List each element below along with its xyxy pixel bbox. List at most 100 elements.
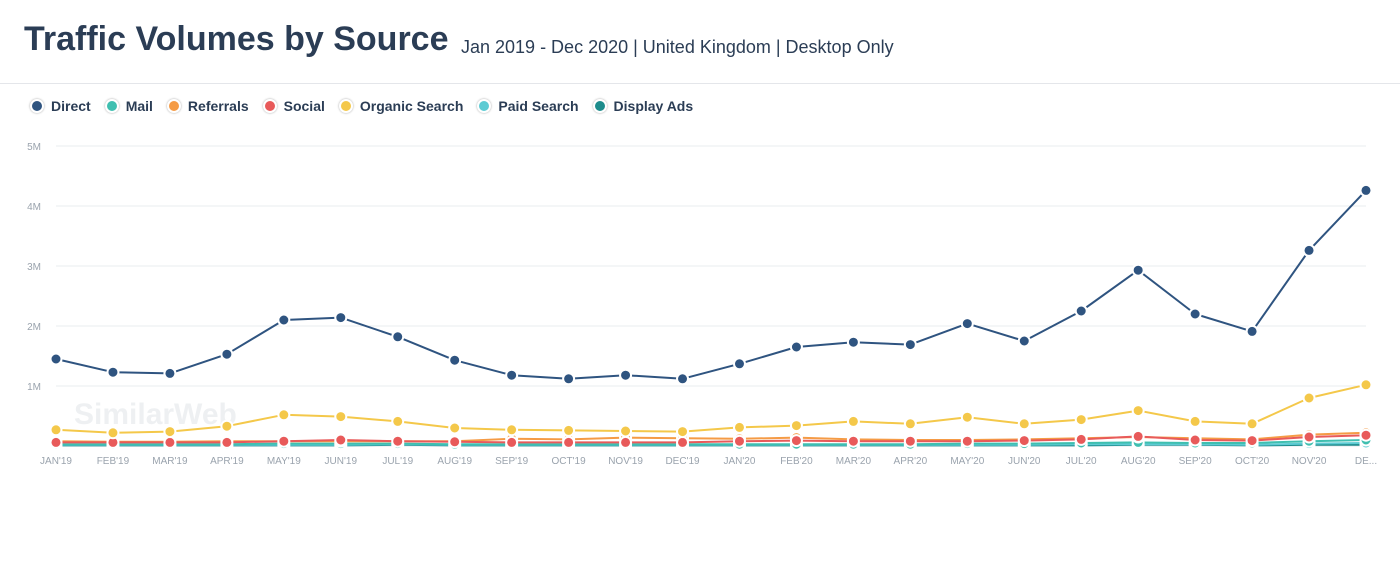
x-tick-label: SEP'19 xyxy=(495,456,528,467)
data-point[interactable] xyxy=(1245,324,1259,338)
legend-item-display-ads[interactable]: Display Ads xyxy=(592,98,693,114)
data-point[interactable] xyxy=(789,419,803,433)
data-point[interactable] xyxy=(1017,434,1031,448)
x-tick-label: NOV'19 xyxy=(608,456,643,467)
data-point[interactable] xyxy=(163,425,177,439)
data-point[interactable] xyxy=(619,424,633,438)
data-point[interactable] xyxy=(960,434,974,448)
data-point[interactable] xyxy=(846,414,860,428)
data-point[interactable] xyxy=(732,434,746,448)
data-point[interactable] xyxy=(903,434,917,448)
legend-label: Paid Search xyxy=(498,98,579,114)
x-tick-label: JUL'20 xyxy=(1066,456,1097,467)
data-point[interactable] xyxy=(562,372,576,386)
x-tick-label: OCT'19 xyxy=(552,456,587,467)
data-point[interactable] xyxy=(1074,413,1088,427)
data-point[interactable] xyxy=(1131,263,1145,277)
data-point[interactable] xyxy=(1245,417,1259,431)
data-point[interactable] xyxy=(1359,378,1373,392)
legend-item-social[interactable]: Social xyxy=(262,98,325,114)
x-tick-label: JAN'19 xyxy=(40,456,72,467)
data-point[interactable] xyxy=(49,352,63,366)
legend-item-mail[interactable]: Mail xyxy=(104,98,153,114)
data-point[interactable] xyxy=(1359,183,1373,197)
page-title: Traffic Volumes by Source xyxy=(24,20,449,58)
data-point[interactable] xyxy=(277,408,291,422)
data-point[interactable] xyxy=(619,435,633,449)
data-point[interactable] xyxy=(1188,414,1202,428)
legend-dot-icon xyxy=(30,99,44,113)
data-point[interactable] xyxy=(49,435,63,449)
legend-item-paid-search[interactable]: Paid Search xyxy=(477,98,579,114)
legend-item-referrals[interactable]: Referrals xyxy=(166,98,249,114)
data-point[interactable] xyxy=(903,338,917,352)
data-point[interactable] xyxy=(1302,430,1316,444)
x-tick-label: NOV'20 xyxy=(1292,456,1327,467)
series-line xyxy=(55,383,1367,434)
legend-item-organic-search[interactable]: Organic Search xyxy=(338,98,463,114)
data-point[interactable] xyxy=(789,340,803,354)
data-point[interactable] xyxy=(106,426,120,440)
series-line xyxy=(55,431,1367,443)
data-point[interactable] xyxy=(1302,243,1316,257)
legend-label: Social xyxy=(283,98,325,114)
data-point[interactable] xyxy=(391,330,405,344)
data-point[interactable] xyxy=(1245,434,1259,448)
data-point[interactable] xyxy=(220,347,234,361)
data-point[interactable] xyxy=(1188,433,1202,447)
data-point[interactable] xyxy=(676,372,690,386)
data-point[interactable] xyxy=(277,434,291,448)
data-point[interactable] xyxy=(846,434,860,448)
data-point[interactable] xyxy=(334,410,348,424)
data-point[interactable] xyxy=(1131,404,1145,418)
data-point[interactable] xyxy=(163,366,177,380)
data-point[interactable] xyxy=(732,420,746,434)
data-point[interactable] xyxy=(277,313,291,327)
header: Traffic Volumes by Source Jan 2019 - Dec… xyxy=(0,0,1400,84)
x-tick-label: FEB'20 xyxy=(780,456,813,467)
data-point[interactable] xyxy=(163,435,177,449)
data-point[interactable] xyxy=(789,434,803,448)
legend-dot-icon xyxy=(338,99,353,113)
data-point[interactable] xyxy=(676,425,690,439)
data-point[interactable] xyxy=(49,423,63,437)
y-tick-label: 1M xyxy=(27,382,41,393)
data-point[interactable] xyxy=(562,435,576,449)
data-point[interactable] xyxy=(1131,429,1145,443)
data-point[interactable] xyxy=(505,423,519,437)
data-point[interactable] xyxy=(1017,334,1031,348)
data-point[interactable] xyxy=(732,357,746,371)
watermark-text: SimilarWeb xyxy=(74,398,237,431)
x-tick-label: MAR'20 xyxy=(836,456,872,467)
data-point[interactable] xyxy=(334,433,348,447)
legend-item-direct[interactable]: Direct xyxy=(30,98,91,114)
data-point[interactable] xyxy=(1074,304,1088,318)
data-point[interactable] xyxy=(391,434,405,448)
data-point[interactable] xyxy=(334,311,348,325)
y-axis-ticks: 1M 2M 3M 4M 5M xyxy=(27,142,41,393)
data-point[interactable] xyxy=(960,410,974,424)
x-tick-label: DEC'19 xyxy=(665,456,700,467)
data-point[interactable] xyxy=(448,421,462,435)
data-point[interactable] xyxy=(448,353,462,367)
data-point[interactable] xyxy=(619,368,633,382)
data-point[interactable] xyxy=(1017,417,1031,431)
data-point[interactable] xyxy=(960,317,974,331)
data-point[interactable] xyxy=(220,435,234,449)
data-point[interactable] xyxy=(562,423,576,437)
data-point[interactable] xyxy=(676,435,690,449)
data-point[interactable] xyxy=(220,419,234,433)
data-point[interactable] xyxy=(1074,432,1088,446)
data-point[interactable] xyxy=(505,435,519,449)
data-point[interactable] xyxy=(1359,428,1373,442)
data-point[interactable] xyxy=(1302,391,1316,405)
data-point[interactable] xyxy=(106,365,120,379)
x-tick-label: APR'20 xyxy=(894,456,928,467)
legend-dot-icon xyxy=(592,99,607,113)
data-point[interactable] xyxy=(846,335,860,349)
data-point[interactable] xyxy=(1188,307,1202,321)
data-point[interactable] xyxy=(391,414,405,428)
data-point[interactable] xyxy=(448,435,462,449)
data-point[interactable] xyxy=(505,368,519,382)
data-point[interactable] xyxy=(903,417,917,431)
